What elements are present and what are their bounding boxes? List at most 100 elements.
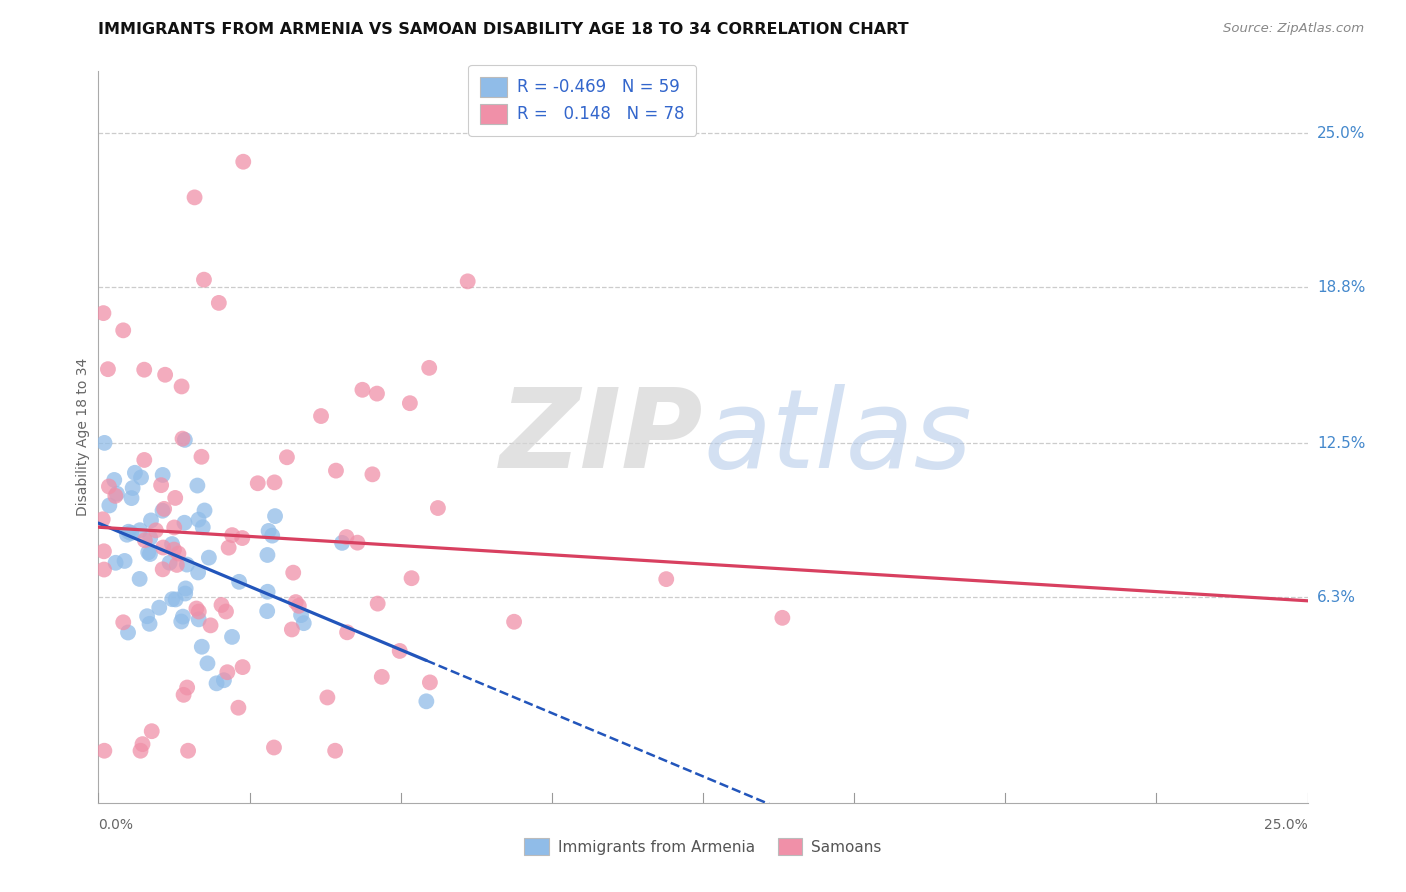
Point [336, 625, 359, 640]
Point [134, 533, 156, 548]
Point [152, 541, 174, 555]
Point [401, 571, 423, 585]
Point [104, 489, 127, 503]
Point [114, 554, 136, 568]
Point [91, 512, 114, 526]
Point [160, 537, 183, 551]
Point [134, 362, 156, 376]
Point [117, 625, 139, 640]
Point [231, 531, 253, 545]
Point [264, 509, 287, 524]
Point [292, 616, 315, 631]
Point [218, 541, 240, 555]
Point [167, 547, 190, 561]
Point [174, 582, 197, 596]
Point [129, 744, 152, 758]
Point [232, 154, 254, 169]
Point [134, 453, 156, 467]
Point [415, 694, 437, 708]
Point [330, 536, 353, 550]
Point [228, 574, 250, 589]
Point [131, 737, 153, 751]
Point [139, 531, 162, 545]
Point [160, 592, 183, 607]
Point [163, 520, 186, 534]
Point [93, 306, 115, 320]
Point [112, 615, 135, 630]
Point [325, 464, 347, 478]
Point [115, 527, 138, 541]
Text: ZIP: ZIP [499, 384, 703, 491]
Point [187, 612, 209, 626]
Point [129, 523, 152, 537]
Point [97, 479, 120, 493]
Point [139, 547, 162, 561]
Point [148, 600, 170, 615]
Point [186, 478, 208, 492]
Point [284, 595, 307, 609]
Point [121, 491, 143, 505]
Point [221, 630, 243, 644]
Point [655, 572, 678, 586]
Point [221, 528, 243, 542]
Point [121, 481, 143, 495]
Point [152, 504, 174, 518]
Point [173, 433, 195, 447]
Point [399, 396, 422, 410]
Point [283, 566, 305, 580]
Point [172, 609, 194, 624]
Point [159, 556, 181, 570]
Point [145, 524, 167, 538]
Point [152, 562, 174, 576]
Point [187, 566, 209, 580]
Point [352, 383, 374, 397]
Text: IMMIGRANTS FROM ARMENIA VS SAMOAN DISABILITY AGE 18 TO 34 CORRELATION CHART: IMMIGRANTS FROM ARMENIA VS SAMOAN DISABI… [98, 22, 910, 37]
Point [323, 744, 346, 758]
Point [165, 491, 187, 505]
Point [198, 550, 221, 565]
Point [281, 623, 304, 637]
Point [419, 675, 441, 690]
Point [276, 450, 298, 465]
Point [200, 618, 222, 632]
Point [103, 473, 125, 487]
Point [426, 501, 449, 516]
Point [141, 724, 163, 739]
Point [190, 450, 212, 464]
Point [150, 478, 173, 492]
Point [770, 611, 793, 625]
Point [335, 530, 357, 544]
Point [139, 513, 162, 527]
Point [173, 516, 195, 530]
Point [263, 475, 285, 490]
Point [346, 535, 368, 549]
Point [290, 608, 312, 623]
Point [212, 673, 235, 688]
Point [193, 273, 215, 287]
Point [173, 688, 195, 702]
Point [170, 615, 193, 629]
Point [153, 368, 176, 382]
Point [172, 432, 194, 446]
Point [93, 744, 115, 758]
Point [361, 467, 384, 482]
Point [205, 676, 228, 690]
Point [97, 362, 120, 376]
Point [165, 592, 187, 607]
Point [288, 599, 311, 613]
Point [136, 545, 159, 559]
Point [191, 640, 214, 654]
Text: Source: ZipAtlas.com: Source: ZipAtlas.com [1223, 22, 1364, 36]
Point [371, 670, 394, 684]
Point [136, 609, 159, 624]
Point [166, 558, 188, 572]
Point [174, 586, 197, 600]
Point [176, 681, 198, 695]
Point [128, 572, 150, 586]
Point [129, 470, 152, 484]
Point [152, 467, 174, 482]
Point [186, 601, 208, 615]
Point [316, 690, 339, 705]
Point [217, 665, 239, 680]
Point [93, 436, 115, 450]
